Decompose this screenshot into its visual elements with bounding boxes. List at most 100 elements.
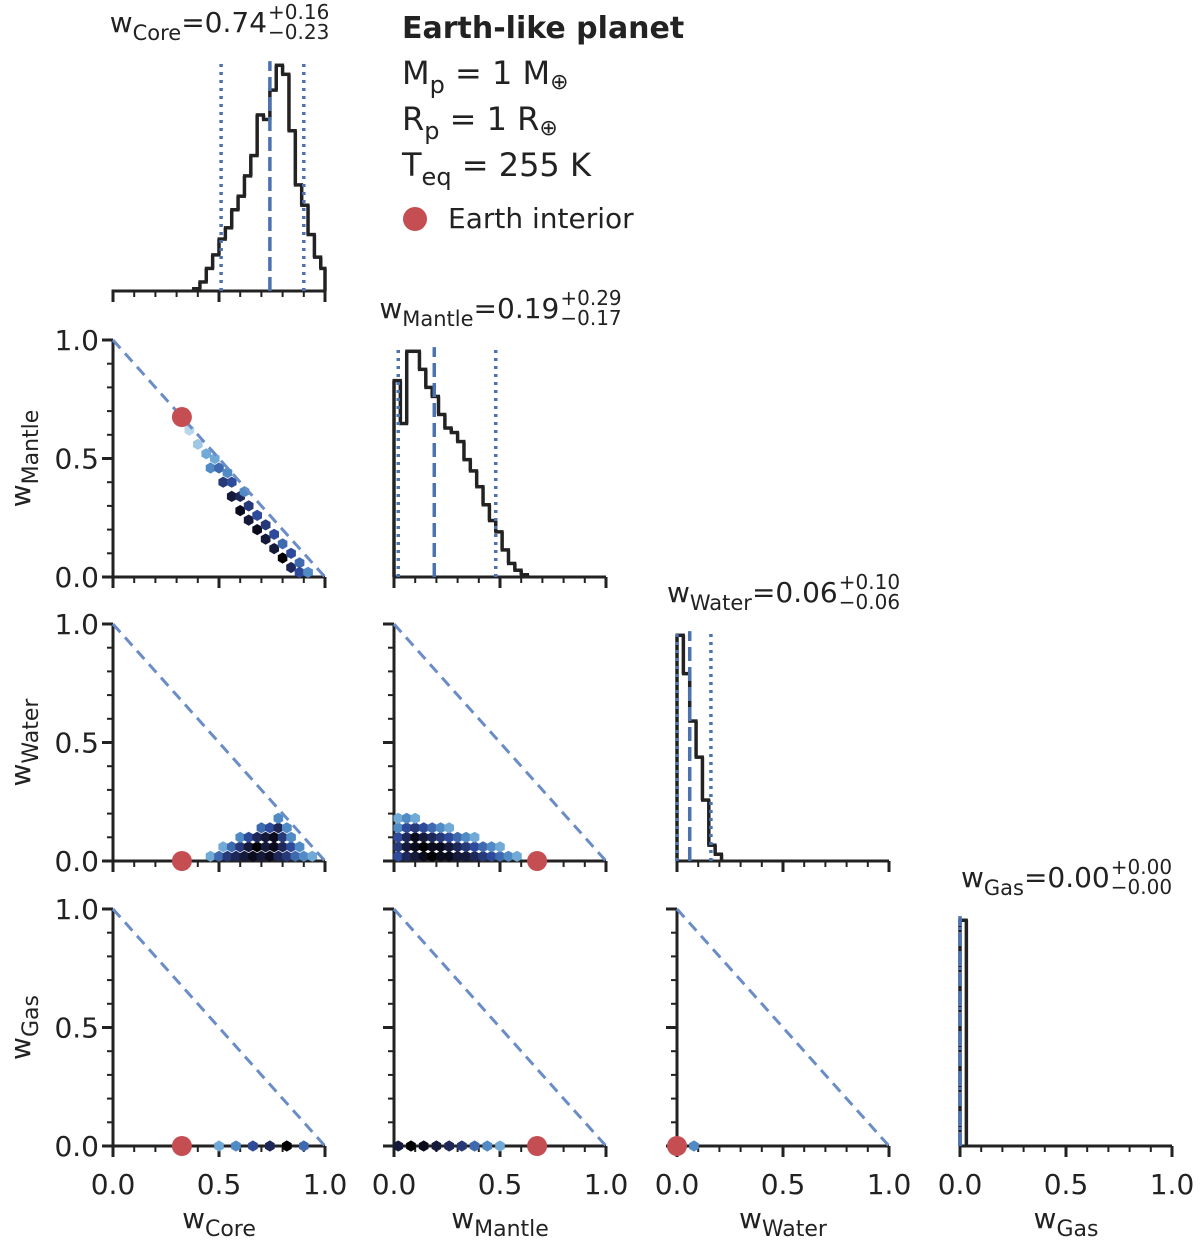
reference-point [171, 1136, 192, 1156]
text-part: = 255 K [452, 146, 592, 184]
y-axis-label: wGas [4, 995, 44, 1060]
hexbin [252, 524, 262, 536]
text-part: w [451, 1202, 474, 1235]
hexbin [689, 1140, 699, 1152]
x-axis-label: wMantle [451, 1202, 549, 1242]
hist-title: wWater=0.06 [667, 576, 838, 615]
text-part: w [961, 861, 984, 894]
hexbin [218, 841, 229, 853]
hist-title: wCore=0.74 [110, 6, 267, 45]
hexbin [282, 822, 292, 834]
hexbin [469, 1140, 480, 1152]
text-part: = [474, 292, 497, 325]
hexbin [469, 841, 480, 853]
hexbin [299, 850, 309, 862]
hist-title-upper: +0.10 [839, 570, 900, 594]
hexbin [222, 850, 233, 862]
hexbin [410, 841, 420, 853]
hexbin [486, 850, 497, 862]
y-tick-label: 0.0 [54, 561, 99, 594]
text-part: Core [133, 21, 182, 45]
text-part: = [1024, 861, 1047, 894]
hexbin [269, 831, 279, 843]
hexbin [401, 812, 412, 824]
hexbin [243, 841, 254, 853]
x-tick-label: 1.0 [584, 1168, 629, 1201]
text-part: Gas [19, 995, 44, 1037]
hexbin [248, 850, 258, 862]
hist-title-lower: −0.06 [839, 590, 900, 614]
hexbin [444, 850, 454, 862]
hexbin [282, 1140, 292, 1152]
hexbin [265, 822, 275, 834]
hexbin [418, 841, 429, 853]
hexbin [235, 831, 245, 843]
text-part: w [379, 292, 402, 325]
hexbin [260, 533, 271, 545]
hexbin [444, 822, 454, 834]
hexbin [235, 505, 245, 517]
x-tick-label: 0.0 [938, 1168, 983, 1201]
constraint-line [111, 907, 327, 1148]
hexbin [214, 462, 224, 474]
hexbin [201, 448, 212, 460]
hexbin [435, 831, 446, 843]
hexbin [435, 841, 446, 853]
hexbin [226, 490, 237, 502]
hexbin [478, 850, 488, 862]
hexbin [286, 831, 296, 843]
hexbin [393, 831, 404, 843]
header-title: Earth-like planet [402, 11, 684, 46]
hexbin [277, 841, 288, 853]
hexbin [231, 1140, 241, 1152]
hexbin [218, 476, 229, 488]
text-part: w [4, 764, 37, 787]
text-part: p [424, 117, 439, 145]
hexbin [457, 1140, 467, 1152]
text-part: Gas [984, 876, 1024, 900]
text-part: eq [422, 163, 452, 191]
constraint-line [392, 907, 608, 1148]
hexbin [205, 850, 216, 862]
hexbin [418, 1140, 429, 1152]
y-tick-label: 0.5 [54, 727, 99, 760]
hexbin [444, 841, 454, 853]
hexbin [393, 822, 404, 834]
y-tick-label: 1.0 [54, 893, 99, 926]
hexbin [273, 850, 284, 862]
text-part: 0.06 [775, 576, 837, 609]
text-part: = [181, 6, 204, 39]
text-part: ⊕ [550, 70, 568, 95]
text-part: w [1034, 1202, 1057, 1235]
hexbin [235, 841, 245, 853]
y-tick-label: 1.0 [54, 608, 99, 641]
reference-point [171, 407, 192, 428]
hexbin [401, 850, 412, 862]
hexbin [243, 831, 254, 843]
hexbin [277, 831, 288, 843]
hexbin [265, 850, 275, 862]
y-tick-label: 0.0 [54, 845, 99, 878]
hexbin [252, 841, 262, 853]
text-part: Water [762, 1217, 828, 1242]
hexbin [243, 500, 254, 512]
hexbin [410, 850, 420, 862]
y-tick-label: 0.0 [54, 1130, 99, 1163]
text-part: w [182, 1202, 205, 1235]
hexbin [495, 1140, 505, 1152]
hexbin [294, 557, 305, 569]
hexbin [444, 1140, 454, 1152]
x-tick-label: 0.5 [478, 1168, 523, 1201]
hexbin [435, 850, 446, 862]
hexbin [410, 831, 420, 843]
hexbin [452, 831, 463, 843]
hexbin [265, 1140, 275, 1152]
text-part: ⊕ [539, 116, 557, 141]
hexbin [290, 850, 301, 862]
hexbin [401, 822, 412, 834]
hexbin [260, 519, 271, 531]
hexbin [307, 850, 318, 862]
hexbin [226, 476, 237, 488]
hexbin [214, 850, 224, 862]
legend-label: Earth interior [448, 202, 634, 235]
